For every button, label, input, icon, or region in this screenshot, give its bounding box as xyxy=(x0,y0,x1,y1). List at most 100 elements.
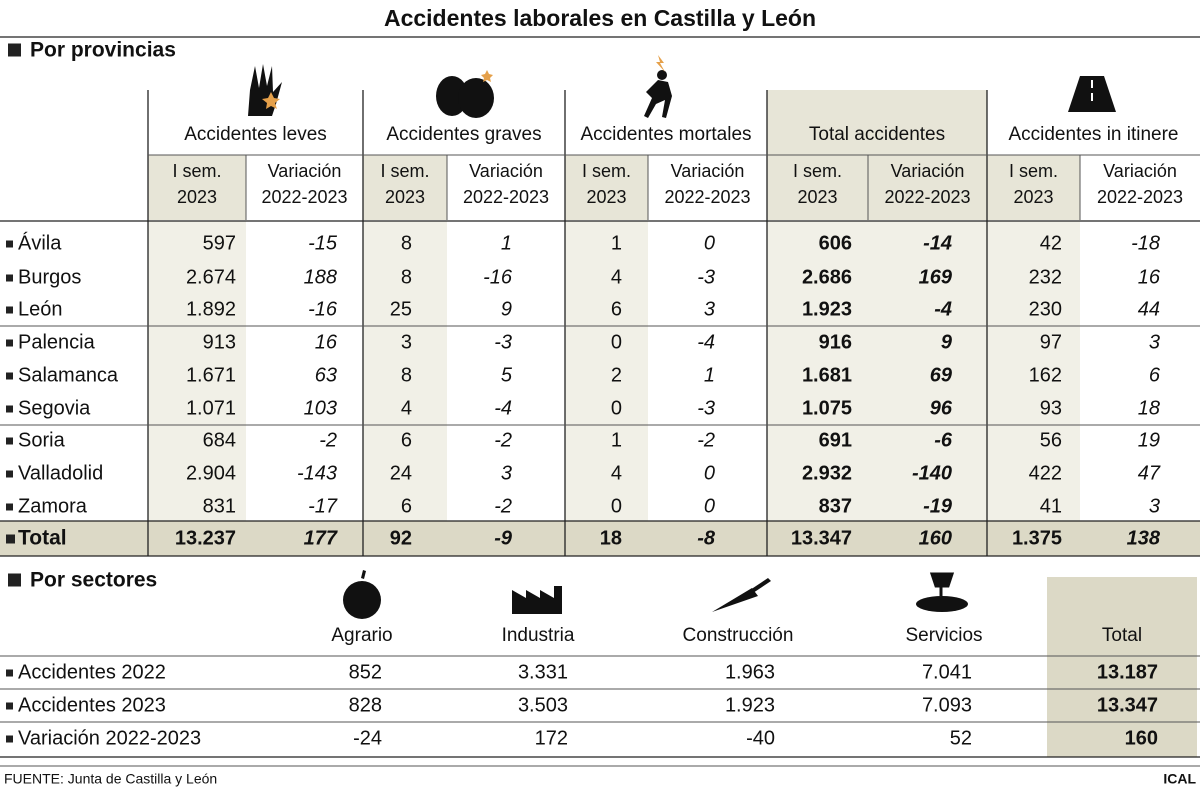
row-label: Total xyxy=(18,527,67,550)
column-header: Variación xyxy=(891,161,965,181)
shade xyxy=(363,155,447,220)
cell: 1 xyxy=(704,364,715,386)
cell: 2.904 xyxy=(186,462,236,484)
icon-glass xyxy=(929,572,955,596)
row-label: Variación 2022-2023 xyxy=(18,727,201,749)
shade xyxy=(148,221,246,521)
cell: 9 xyxy=(501,298,512,320)
cell: 837 xyxy=(819,495,852,517)
row-label: Ávila xyxy=(18,231,62,254)
cell: 684 xyxy=(203,429,236,451)
cell: 6 xyxy=(401,495,412,517)
cell: 162 xyxy=(1029,364,1062,386)
cell: 0 xyxy=(704,462,715,484)
section-heading: Por sectores xyxy=(30,569,157,592)
cell: 160 xyxy=(919,527,952,549)
cell: -4 xyxy=(494,397,512,419)
cell: 63 xyxy=(315,364,337,386)
icon-apple xyxy=(343,581,381,619)
column-header: I sem. xyxy=(172,161,221,181)
cell: 913 xyxy=(203,331,236,353)
cell: 3 xyxy=(501,462,512,484)
cell: 0 xyxy=(611,397,622,419)
cell: 1.963 xyxy=(725,661,775,683)
cell: 230 xyxy=(1029,298,1062,320)
cell: 1.923 xyxy=(725,694,775,716)
cell: 13.347 xyxy=(791,527,852,549)
cell: 42 xyxy=(1040,232,1062,254)
cell: 92 xyxy=(390,527,412,549)
cell: -24 xyxy=(353,727,382,749)
column-header: Agrario xyxy=(331,625,392,646)
column-header: Industria xyxy=(502,625,575,646)
icon-knee xyxy=(458,78,494,118)
bullet xyxy=(6,470,13,478)
icon-bolt xyxy=(656,55,665,72)
cell: -3 xyxy=(697,266,715,288)
cell: -16 xyxy=(308,298,338,320)
icon-star xyxy=(481,70,493,82)
cell: 1 xyxy=(611,232,622,254)
cell: 1.075 xyxy=(802,397,852,419)
row-label: Valladolid xyxy=(18,462,103,484)
group-header: Accidentes in itinere xyxy=(1008,124,1178,145)
icons xyxy=(248,55,1116,619)
cell: 852 xyxy=(349,661,382,683)
bullet xyxy=(6,437,13,445)
cell: 828 xyxy=(349,694,382,716)
cell: -40 xyxy=(746,727,775,749)
cell: 3 xyxy=(1149,331,1160,353)
cell: 9 xyxy=(941,331,953,353)
cell: 597 xyxy=(203,232,236,254)
cell: 56 xyxy=(1040,429,1062,451)
cell: 6 xyxy=(611,298,622,320)
bullet xyxy=(6,503,13,511)
bullet xyxy=(6,372,13,380)
cell: 2.932 xyxy=(802,462,852,484)
cell: 3 xyxy=(704,298,715,320)
credit: ICAL xyxy=(1163,771,1196,787)
row-label: Accidentes 2023 xyxy=(18,694,166,716)
cell: 138 xyxy=(1127,527,1161,549)
cell: 1 xyxy=(611,429,622,451)
cell: 0 xyxy=(704,495,715,517)
column-header: I sem. xyxy=(380,161,429,181)
cell: 172 xyxy=(535,727,568,749)
cell: -9 xyxy=(494,527,513,549)
cell: 6 xyxy=(1149,364,1161,386)
column-header: I sem. xyxy=(793,161,842,181)
cell: 16 xyxy=(315,331,338,353)
cell: 2.686 xyxy=(802,266,852,288)
total-column xyxy=(1047,577,1197,757)
column-header: Total xyxy=(1102,625,1142,646)
cell: 18 xyxy=(600,527,622,549)
cell: 6 xyxy=(401,429,412,451)
cell: 232 xyxy=(1029,266,1062,288)
cell: 7.041 xyxy=(922,661,972,683)
cell: -6 xyxy=(934,429,953,451)
cell: -3 xyxy=(697,397,715,419)
shade xyxy=(767,221,987,521)
cell: -15 xyxy=(308,232,338,254)
icon-road-mark xyxy=(1091,80,1093,101)
cell: 44 xyxy=(1138,298,1160,320)
cell: 97 xyxy=(1040,331,1062,353)
shade xyxy=(565,155,648,220)
cell: 2.674 xyxy=(186,266,236,288)
cell: -14 xyxy=(923,232,952,254)
row-label: Soria xyxy=(18,429,66,451)
cell: -18 xyxy=(1131,232,1160,254)
cell: -17 xyxy=(308,495,338,517)
cell: 103 xyxy=(304,397,337,419)
cell: 3.331 xyxy=(518,661,568,683)
cell: -4 xyxy=(934,298,952,320)
icon-trowel-handle xyxy=(750,578,771,593)
cell: -140 xyxy=(912,462,952,484)
cell: 13.187 xyxy=(1097,661,1158,683)
bullet xyxy=(8,573,21,587)
cell: -16 xyxy=(483,266,513,288)
group-header: Accidentes mortales xyxy=(580,124,751,145)
cell: 24 xyxy=(390,462,412,484)
cell: 3.503 xyxy=(518,694,568,716)
column-header: I sem. xyxy=(582,161,631,181)
